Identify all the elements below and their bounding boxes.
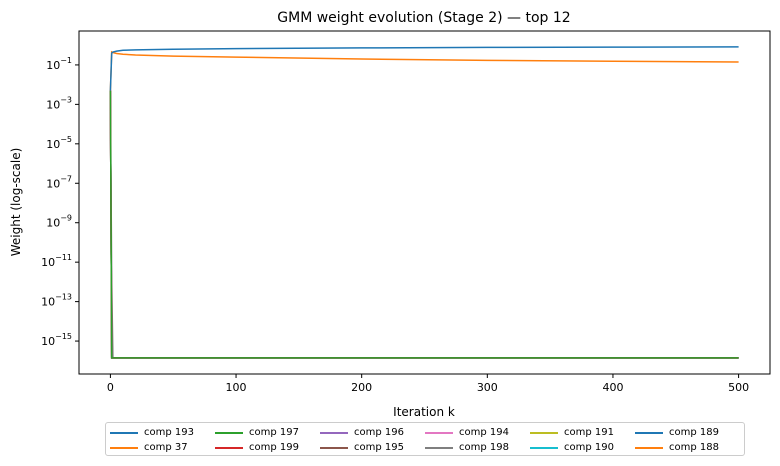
- series-line-comp-196: [109, 90, 739, 359]
- y-tick-label: 10−5: [46, 135, 72, 151]
- legend-item: comp 37: [110, 440, 215, 455]
- y-tick-label: 10−13: [41, 293, 72, 309]
- chart-title: GMM weight evolution (Stage 2) — top 12: [277, 10, 570, 26]
- legend-swatch: [320, 431, 348, 434]
- legend-swatch: [425, 446, 453, 449]
- legend-item: comp 195: [320, 440, 425, 455]
- series-line-comp-193: [109, 46, 739, 91]
- legend-label: comp 196: [354, 427, 404, 438]
- x-tick-label: 0: [107, 381, 114, 394]
- series-line-comp-197: [109, 90, 739, 359]
- legend-swatch: [530, 431, 558, 434]
- legend-label: comp 194: [459, 427, 509, 438]
- legend-swatch: [215, 446, 243, 449]
- series-line-comp-194: [109, 90, 739, 359]
- series-line-comp-191: [109, 90, 739, 359]
- legend-label: comp 199: [249, 442, 299, 453]
- series-line-comp-198: [109, 90, 739, 359]
- x-tick-label: 300: [477, 381, 498, 394]
- y-tick-label: 10−1: [46, 56, 72, 72]
- legend-label: comp 188: [669, 442, 719, 453]
- legend-label: comp 189: [669, 427, 719, 438]
- legend-label: comp 197: [249, 427, 299, 438]
- legend-swatch: [425, 431, 453, 434]
- x-tick-label: 400: [602, 381, 623, 394]
- y-tick-label: 10−7: [46, 174, 72, 190]
- legend-item: comp 190: [530, 440, 635, 455]
- series-line-comp-190: [109, 90, 739, 359]
- legend-item: comp 189: [635, 425, 740, 440]
- y-tick-label: 10−11: [41, 253, 72, 269]
- x-axis-label: Iteration k: [393, 405, 455, 419]
- legend-swatch: [635, 431, 663, 434]
- legend-item: comp 193: [110, 425, 215, 440]
- legend: comp 193 comp 37 comp 197 comp 199 comp 196 c…: [105, 422, 745, 456]
- legend-swatch: [320, 446, 348, 449]
- legend-label: comp 195: [354, 442, 404, 453]
- axes: 0 100 200 300 400 500 10−1 10−3 10−5 10−7 10−9 10−1…: [41, 30, 771, 394]
- x-tick-label: 200: [351, 381, 372, 394]
- legend-label: comp 191: [564, 427, 614, 438]
- x-tick-label: 100: [226, 381, 247, 394]
- legend-swatch: [110, 431, 138, 434]
- legend-swatch: [635, 446, 663, 449]
- legend-label: comp 198: [459, 442, 509, 453]
- y-tick-label: 10−3: [46, 95, 72, 111]
- y-tick-label: 10−15: [41, 332, 72, 348]
- legend-swatch: [110, 446, 138, 449]
- series-line-comp-199: [109, 90, 739, 359]
- legend-label: comp 193: [144, 427, 194, 438]
- legend-item: comp 194: [425, 425, 530, 440]
- legend-label: comp 37: [144, 442, 188, 453]
- y-axis-label: Weight (log-scale): [9, 148, 23, 257]
- plot-frame: [78, 30, 771, 375]
- legend-item: comp 191: [530, 425, 635, 440]
- series-line-comp-195: [109, 90, 739, 359]
- series-group: [109, 46, 739, 359]
- y-tick-label: 10−9: [46, 214, 72, 230]
- legend-item: comp 199: [215, 440, 320, 455]
- legend-swatch: [530, 446, 558, 449]
- legend-item: comp 197: [215, 425, 320, 440]
- series-line-comp-188: [109, 90, 739, 359]
- legend-swatch: [215, 431, 243, 434]
- legend-item: comp 196: [320, 425, 425, 440]
- series-line-comp-189: [109, 90, 739, 359]
- series-line-comp-37: [109, 50, 739, 91]
- legend-label: comp 190: [564, 442, 614, 453]
- x-tick-label: 500: [728, 381, 749, 394]
- legend-item: comp 198: [425, 440, 530, 455]
- legend-item: comp 188: [635, 440, 740, 455]
